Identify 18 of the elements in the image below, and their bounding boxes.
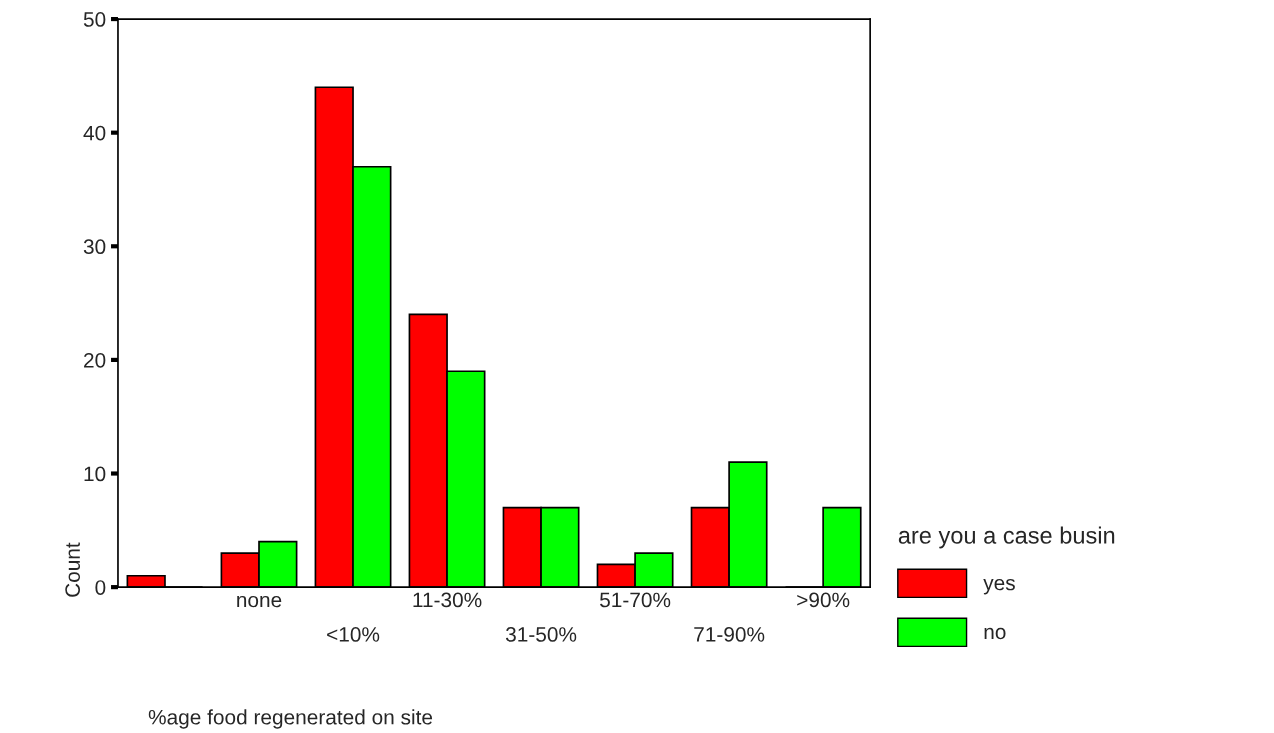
x-tick-label: none xyxy=(237,595,282,608)
y-tick-label: 50 xyxy=(83,12,106,27)
y-tick-label: 10 xyxy=(84,466,106,482)
y-axis-title: Count xyxy=(65,542,81,597)
x-tick-label: >90% xyxy=(797,592,850,608)
x-tick-label: 71-90% xyxy=(694,627,765,642)
legend-title: are you a case busin xyxy=(898,526,1115,549)
x-tick-label: 31-50% xyxy=(505,627,577,642)
x-tick-label: 11-30% xyxy=(413,592,482,608)
y-tick-label: 0 xyxy=(95,580,106,595)
x-axis-title: %age food regenerated on site xyxy=(148,709,433,729)
x-tick-label: 51-70% xyxy=(600,592,671,608)
y-tick-label: 20 xyxy=(84,352,106,368)
y-tick-label: 40 xyxy=(83,125,106,141)
x-tick-label: <10% xyxy=(327,627,380,642)
y-tick-label: 30 xyxy=(83,239,106,255)
legend-label: yes xyxy=(983,578,1015,595)
legend-label: no xyxy=(984,627,1006,640)
